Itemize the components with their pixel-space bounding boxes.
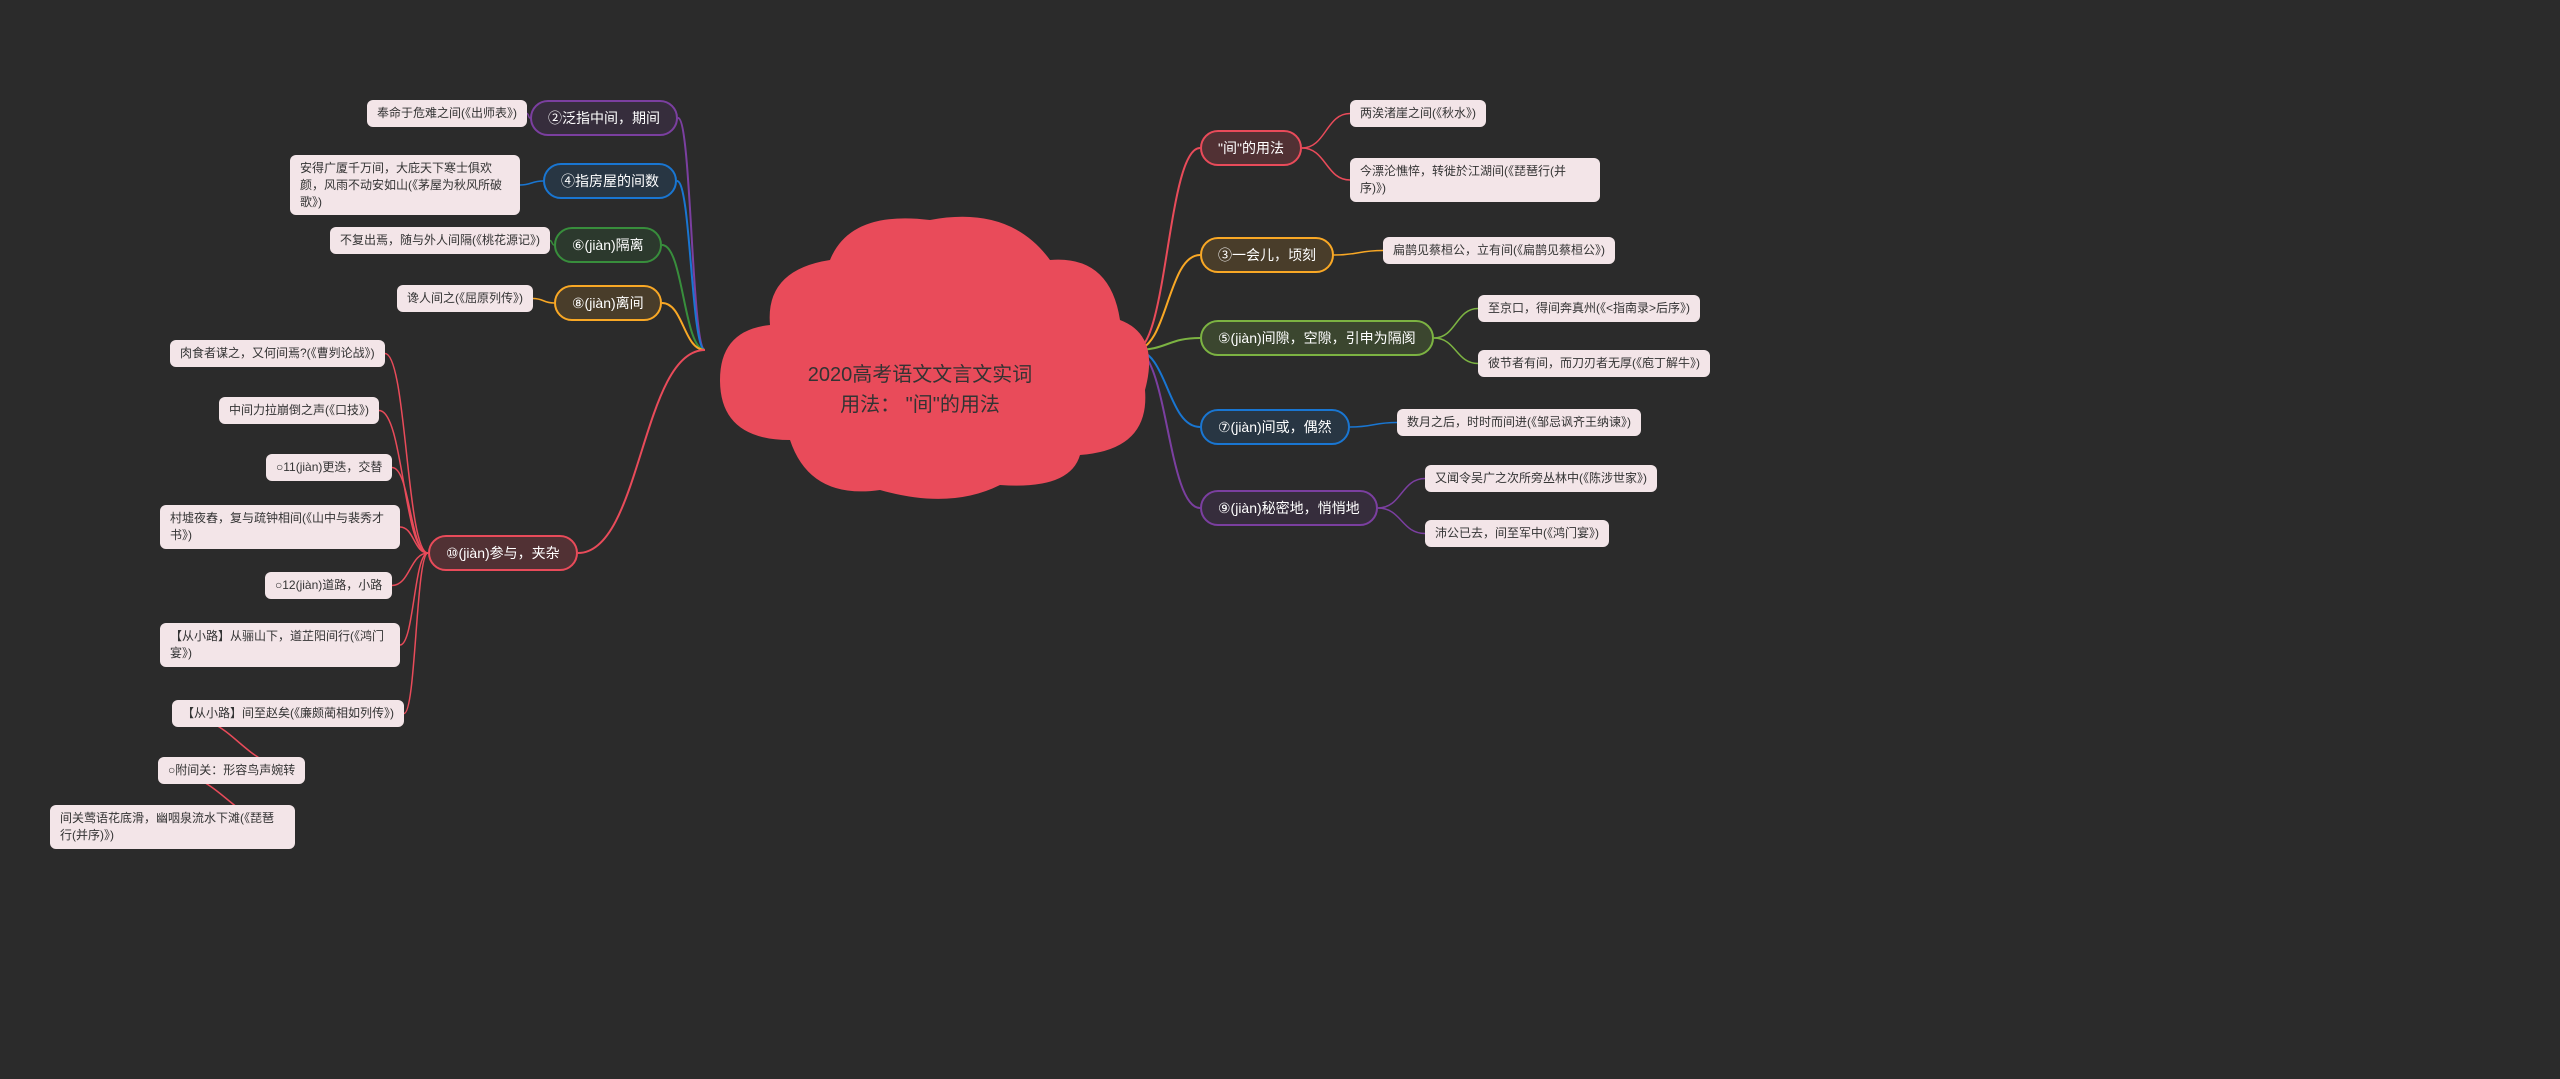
leaf-node[interactable]: 村墟夜舂，复与疏钟相间(《山中与裴秀才书》) <box>160 505 400 549</box>
title-line-2: 用法： "间"的用法 <box>808 390 1033 420</box>
leaf-node[interactable]: 数月之后，时时而间进(《邹忌讽齐王纳谏》) <box>1397 409 1641 436</box>
leaf-node[interactable]: 肉食者谋之，又何间焉?(《曹刿论战》) <box>170 340 385 367</box>
leaf-node[interactable]: 中间力拉崩倒之声(《口技》) <box>219 397 379 424</box>
leaf-node[interactable]: 间关莺语花底滑，幽咽泉流水下滩(《琵琶行(并序)》) <box>50 805 295 849</box>
branch-node-b1[interactable]: "间"的用法 <box>1200 130 1302 166</box>
leaf-node[interactable]: 【从小路】间至赵矣(《廉颇蔺相如列传》) <box>172 700 404 727</box>
leaf-node[interactable]: ○附间关：形容鸟声婉转 <box>158 757 305 784</box>
leaf-node[interactable]: 谗人间之(《屈原列传》) <box>397 285 533 312</box>
leaf-node[interactable]: 安得广厦千万间，大庇天下寒士俱欢颜，风雨不动安如山(《茅屋为秋风所破歌》) <box>290 155 520 215</box>
center-title: 2020高考语文文言文实词 用法： "间"的用法 <box>808 360 1033 420</box>
leaf-node[interactable]: ○11(jiàn)更迭，交替 <box>266 454 392 481</box>
branch-node-b7[interactable]: ⑦(jiàn)间或，偶然 <box>1200 409 1350 445</box>
branch-node-b5[interactable]: ⑤(jiàn)间隙，空隙，引申为隔阂 <box>1200 320 1434 356</box>
branch-node-b3[interactable]: ③一会儿，顷刻 <box>1200 237 1334 273</box>
branch-node-b2[interactable]: ②泛指中间，期间 <box>530 100 678 136</box>
center-cloud: 2020高考语文文言文实词 用法： "间"的用法 <box>670 180 1170 520</box>
branch-node-b8[interactable]: ⑧(jiàn)离间 <box>554 285 662 321</box>
title-line-1: 2020高考语文文言文实词 <box>808 360 1033 390</box>
branch-node-b4[interactable]: ④指房屋的间数 <box>543 163 677 199</box>
leaf-node[interactable]: 两涘渚崖之间(《秋水》) <box>1350 100 1486 127</box>
leaf-node[interactable]: 扁鹊见蔡桓公，立有间(《扁鹊见蔡桓公》) <box>1383 237 1615 264</box>
leaf-node[interactable]: 今漂沦憔悴，转徙於江湖间(《琵琶行(并序)》) <box>1350 158 1600 202</box>
leaf-node[interactable]: 彼节者有间，而刀刃者无厚(《庖丁解牛》) <box>1478 350 1710 377</box>
leaf-node[interactable]: 沛公已去，间至军中(《鸿门宴》) <box>1425 520 1609 547</box>
leaf-node[interactable]: ○12(jiàn)道路，小路 <box>265 572 392 599</box>
leaf-node[interactable]: 不复出焉，随与外人间隔(《桃花源记》) <box>330 227 550 254</box>
branch-node-b9[interactable]: ⑨(jiàn)秘密地，悄悄地 <box>1200 490 1378 526</box>
leaf-node[interactable]: 【从小路】从骊山下，道芷阳间行(《鸿门宴》) <box>160 623 400 667</box>
branch-node-b10[interactable]: ⑩(jiàn)参与，夹杂 <box>428 535 578 571</box>
leaf-node[interactable]: 奉命于危难之间(《出师表》) <box>367 100 527 127</box>
leaf-node[interactable]: 又闻令吴广之次所旁丛林中(《陈涉世家》) <box>1425 465 1657 492</box>
leaf-node[interactable]: 至京口，得间奔真州(《<指南录>后序》) <box>1478 295 1700 322</box>
branch-node-b6[interactable]: ⑥(jiàn)隔离 <box>554 227 662 263</box>
